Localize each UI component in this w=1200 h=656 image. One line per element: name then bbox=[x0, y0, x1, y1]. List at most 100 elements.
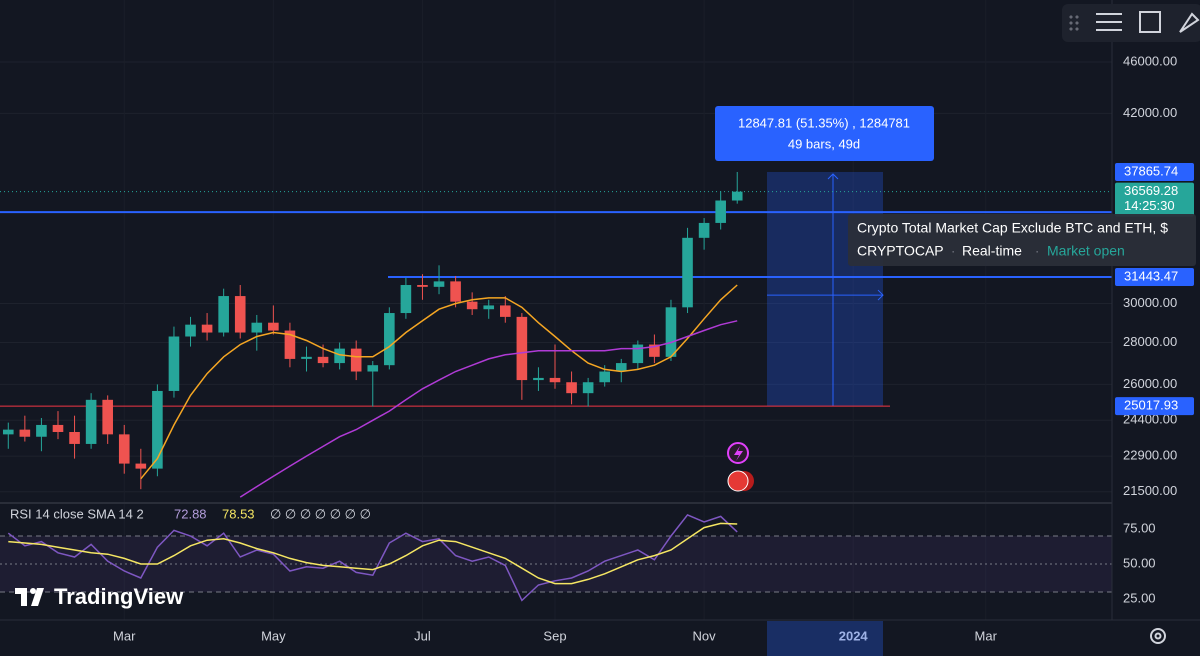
settings-button[interactable] bbox=[1150, 628, 1166, 644]
symbol-feed: Real-time bbox=[962, 243, 1022, 259]
candle-body bbox=[682, 237, 693, 308]
economic-event-flag[interactable] bbox=[727, 470, 749, 492]
y-tick-label: 24400.00 bbox=[1123, 412, 1177, 427]
measure-subtext: 49 bars, 49d bbox=[788, 136, 860, 151]
rsi-label: RSI 14 close SMA 14 2 bbox=[10, 506, 144, 521]
candle-body bbox=[533, 377, 544, 381]
candle-body bbox=[649, 344, 660, 357]
brand-name: TradingView bbox=[54, 584, 184, 609]
axis-layer: 46000.00 42000.00 30000.00 28000.00 26000.00… bbox=[113, 53, 1194, 656]
symbol-info bbox=[848, 214, 1196, 266]
candle-body bbox=[168, 336, 180, 391]
candle-body bbox=[52, 424, 64, 432]
price-tag bbox=[1115, 182, 1194, 217]
price-tag bbox=[1115, 267, 1194, 286]
y-tick-label: 28000.00 bbox=[1123, 334, 1177, 349]
measure-time-range bbox=[767, 621, 883, 656]
candle-body bbox=[516, 316, 528, 381]
y-tick-label: 22900.00 bbox=[1123, 448, 1177, 463]
toolbar bbox=[1062, 4, 1200, 42]
candle-body bbox=[251, 322, 263, 333]
symbol-status: Market open bbox=[1047, 243, 1125, 259]
candle-body bbox=[152, 390, 163, 469]
candle-body bbox=[615, 363, 627, 372]
candle-body bbox=[201, 324, 213, 333]
x-tick-label: Sep bbox=[543, 628, 566, 643]
y-tick-label: 46000.00 bbox=[1123, 53, 1177, 68]
candle-body bbox=[69, 431, 80, 444]
candle-body bbox=[367, 365, 379, 372]
candle-body bbox=[499, 305, 511, 317]
price-tag-label: 25017.93 bbox=[1124, 398, 1178, 413]
candle-body bbox=[698, 222, 710, 238]
measure-box bbox=[767, 171, 883, 407]
candle-body bbox=[185, 324, 196, 337]
candle-body bbox=[234, 296, 246, 333]
x-tick-label: Mar bbox=[113, 628, 136, 643]
rsi-placeholders: ∅ ∅ ∅ ∅ ∅ ∅ ∅ bbox=[270, 506, 371, 521]
rsi-tick-label: 25.00 bbox=[1123, 590, 1156, 605]
candle-body bbox=[85, 399, 97, 444]
candle-body bbox=[118, 434, 130, 464]
price-tag-label: 31443.47 bbox=[1124, 268, 1178, 283]
brand-logo-dot bbox=[30, 588, 36, 594]
rsi-value: 72.88 bbox=[174, 506, 207, 521]
y-tick-label: 42000.00 bbox=[1123, 105, 1177, 120]
candle-body bbox=[566, 382, 577, 394]
moving-average bbox=[140, 284, 738, 480]
candle-body bbox=[135, 463, 147, 469]
candle-body bbox=[466, 301, 478, 310]
measure-tooltip bbox=[715, 106, 934, 161]
candle-body bbox=[350, 348, 362, 372]
candle-body bbox=[417, 285, 428, 287]
candle-body bbox=[284, 330, 296, 359]
candle-body bbox=[102, 399, 113, 435]
y-tick-label: 21500.00 bbox=[1123, 483, 1177, 498]
candle-body bbox=[19, 429, 31, 437]
price-tag-label: 36569.28 bbox=[1124, 183, 1178, 198]
price-tag bbox=[1115, 397, 1194, 416]
event-icon-bolt bbox=[734, 446, 743, 461]
candle-body bbox=[384, 313, 395, 366]
measure-arrow-head bbox=[827, 173, 839, 180]
x-tick-label: Nov bbox=[693, 628, 717, 643]
plot-layer bbox=[0, 171, 1112, 602]
separator-dot: · bbox=[1035, 243, 1039, 258]
overlay-layer: 12847.81 (51.35%) , 1284781 49 bars, 49d C… bbox=[10, 106, 1196, 521]
symbol-name: Crypto Total Market Cap Exclude BTC and … bbox=[857, 220, 1168, 236]
candle-body bbox=[301, 356, 312, 359]
fullscreen-button[interactable] bbox=[1139, 11, 1161, 33]
price-tag-label: 37865.74 bbox=[1124, 163, 1178, 178]
toolbar-grip bbox=[1069, 15, 1079, 31]
candle-body bbox=[2, 429, 14, 435]
rsi-line bbox=[7, 513, 738, 602]
drawing-button[interactable] bbox=[1179, 12, 1200, 33]
measure-text: 12847.81 (51.35%) , 1284781 bbox=[738, 115, 910, 130]
candle-body bbox=[450, 281, 461, 302]
candle-body bbox=[599, 371, 611, 383]
x-tick-label: Jul bbox=[414, 628, 431, 643]
candle-body bbox=[549, 377, 561, 383]
y-tick-label: 26000.00 bbox=[1123, 376, 1177, 391]
symbol-exchange: CRYPTOCAP bbox=[857, 243, 944, 259]
candle-body bbox=[731, 191, 743, 201]
candle-body bbox=[665, 307, 677, 357]
measure-arrow-head bbox=[877, 289, 884, 301]
x-tick-label: 2024 bbox=[839, 628, 869, 643]
rsi-line bbox=[8, 522, 738, 585]
separator-dot: · bbox=[951, 243, 955, 258]
object-tree-button[interactable] bbox=[1096, 13, 1122, 31]
candle-body bbox=[268, 322, 279, 331]
candle-body bbox=[317, 356, 329, 364]
candle-body bbox=[218, 296, 229, 333]
candle-body bbox=[582, 382, 594, 394]
candle-body bbox=[400, 285, 412, 314]
rsi-sma-value: 78.53 bbox=[222, 506, 255, 521]
rsi-tick-label: 50.00 bbox=[1123, 555, 1156, 570]
price-tag bbox=[1115, 162, 1194, 181]
brand-logo bbox=[15, 588, 44, 606]
countdown-label: 14:25:30 bbox=[1124, 198, 1175, 213]
candle-body bbox=[36, 424, 47, 437]
